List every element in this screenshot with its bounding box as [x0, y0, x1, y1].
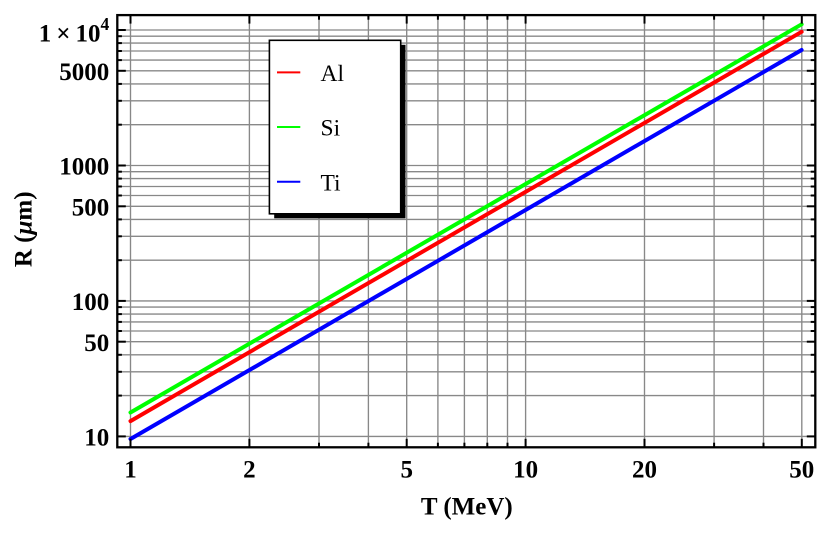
svg-text:5: 5	[400, 457, 413, 484]
svg-text:10: 10	[513, 457, 538, 484]
svg-text:Al: Al	[321, 61, 345, 87]
svg-text:500: 500	[72, 195, 110, 222]
svg-text:T (MeV): T (MeV)	[421, 493, 513, 520]
svg-text:50: 50	[789, 457, 814, 484]
svg-text:R (μm): R (μm)	[11, 191, 38, 267]
svg-text:Ti: Ti	[321, 170, 342, 196]
svg-text:20: 20	[632, 457, 657, 484]
svg-text:1 × 104: 1 × 104	[39, 14, 110, 47]
svg-text:5000: 5000	[59, 59, 109, 86]
svg-text:50: 50	[84, 330, 109, 357]
svg-text:100: 100	[72, 289, 110, 316]
svg-text:10: 10	[84, 425, 109, 452]
svg-text:Si: Si	[321, 116, 341, 142]
svg-text:2: 2	[243, 457, 256, 484]
svg-text:1000: 1000	[59, 154, 109, 181]
svg-text:1: 1	[124, 457, 137, 484]
